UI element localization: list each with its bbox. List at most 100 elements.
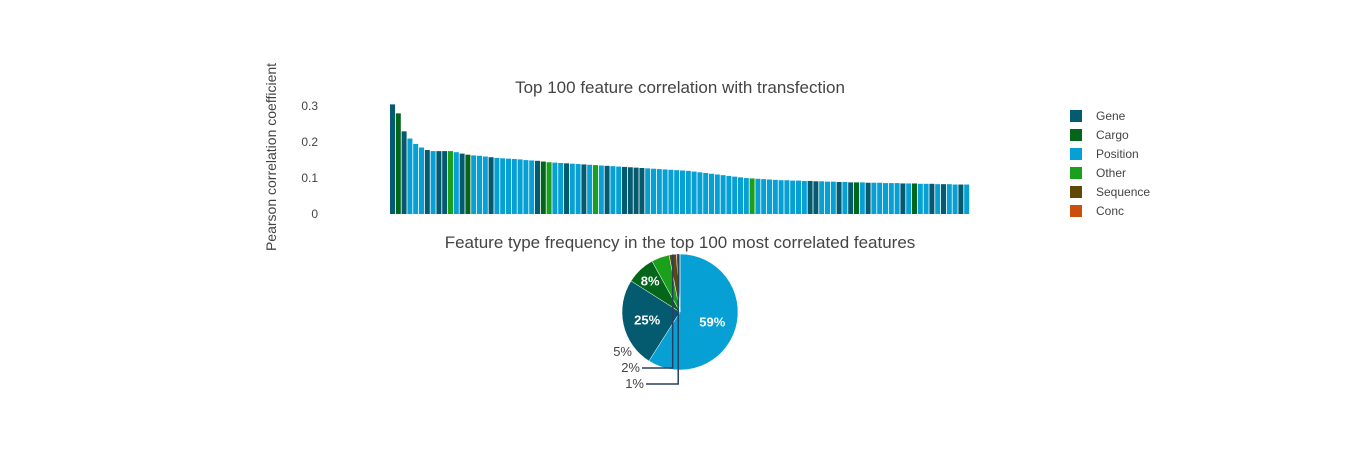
y-tick-label: 0.1 bbox=[301, 171, 318, 185]
bar bbox=[633, 167, 639, 214]
pie-label: 8% bbox=[641, 273, 660, 288]
bar bbox=[604, 165, 610, 214]
bar bbox=[645, 168, 651, 214]
bar bbox=[726, 175, 732, 214]
bar bbox=[680, 170, 685, 214]
pie-leader-line bbox=[646, 254, 679, 385]
bar bbox=[500, 158, 506, 214]
bar bbox=[442, 151, 448, 214]
bar bbox=[807, 180, 813, 214]
bar bbox=[854, 182, 859, 215]
bar bbox=[790, 180, 796, 214]
bar bbox=[674, 170, 680, 214]
bar bbox=[419, 147, 424, 214]
bar bbox=[883, 183, 888, 214]
bar bbox=[836, 182, 842, 214]
bar bbox=[761, 179, 767, 214]
bar bbox=[436, 151, 442, 214]
bar bbox=[720, 175, 726, 214]
legend-label: Sequence bbox=[1096, 184, 1151, 199]
legend-label: Cargo bbox=[1096, 127, 1129, 142]
bar bbox=[627, 167, 633, 214]
bar bbox=[517, 159, 523, 215]
bar bbox=[616, 166, 622, 214]
bar bbox=[390, 104, 395, 214]
pie-slice-position bbox=[648, 253, 739, 371]
pie-label: 25% bbox=[634, 312, 660, 327]
bar bbox=[668, 169, 674, 214]
legend-item-sequence[interactable]: Sequence bbox=[1070, 182, 1150, 201]
bar bbox=[842, 182, 848, 214]
legend-label: Conc bbox=[1096, 203, 1125, 218]
bar bbox=[703, 173, 709, 214]
bar bbox=[813, 181, 819, 214]
bar bbox=[587, 164, 593, 214]
bar bbox=[622, 166, 627, 214]
bar bbox=[738, 177, 743, 214]
y-axis-label: Pearson correlation coefficient bbox=[263, 63, 279, 251]
bar bbox=[593, 165, 598, 215]
legend-swatch bbox=[1070, 166, 1082, 179]
legend-item-gene[interactable]: Gene bbox=[1070, 106, 1150, 125]
bar bbox=[552, 162, 558, 214]
bar bbox=[598, 165, 604, 214]
bar bbox=[709, 173, 714, 214]
bar bbox=[732, 176, 738, 215]
pie-chart: 59% 25% 8% 5%2%1% bbox=[613, 253, 739, 391]
pie-chart-title: Feature type frequency in the top 100 mo… bbox=[445, 233, 916, 252]
bar bbox=[685, 170, 691, 215]
bar bbox=[912, 183, 917, 214]
bar bbox=[523, 160, 529, 214]
bar bbox=[894, 183, 900, 214]
bar bbox=[743, 178, 749, 214]
bar bbox=[906, 183, 912, 214]
pie-label: 5% bbox=[613, 344, 632, 359]
bar bbox=[755, 178, 761, 214]
bar bbox=[575, 164, 581, 214]
bar bbox=[691, 171, 697, 214]
legend-item-other[interactable]: Other bbox=[1070, 163, 1150, 182]
legend-swatch bbox=[1070, 185, 1082, 198]
bar bbox=[784, 180, 790, 214]
y-tick-label: 0.3 bbox=[301, 99, 318, 113]
bar bbox=[935, 184, 941, 214]
bar bbox=[958, 184, 964, 214]
bar bbox=[865, 182, 871, 214]
bar bbox=[917, 183, 923, 214]
legend-item-position[interactable]: Position bbox=[1070, 144, 1150, 163]
legend-item-cargo[interactable]: Cargo bbox=[1070, 125, 1150, 144]
bar bbox=[564, 163, 569, 214]
bar bbox=[772, 179, 778, 214]
bar bbox=[662, 169, 668, 214]
pie-leader-line bbox=[642, 254, 674, 369]
legend-swatch bbox=[1070, 109, 1082, 122]
pie-label: 59% bbox=[699, 314, 725, 329]
pie-label: 1% bbox=[625, 376, 644, 391]
bar bbox=[923, 183, 929, 214]
legend-swatch bbox=[1070, 204, 1082, 217]
legend-item-conc[interactable]: Conc bbox=[1070, 201, 1150, 220]
bar bbox=[801, 180, 807, 214]
bar bbox=[488, 157, 494, 214]
bar bbox=[395, 113, 401, 214]
bar bbox=[401, 131, 407, 214]
bar bbox=[511, 159, 517, 214]
bar bbox=[540, 161, 546, 214]
bar bbox=[946, 184, 952, 214]
bar bbox=[506, 158, 511, 214]
legend-swatch bbox=[1070, 147, 1082, 160]
bar bbox=[714, 174, 720, 214]
legend-label: Gene bbox=[1096, 108, 1126, 123]
bar bbox=[819, 181, 825, 214]
bar bbox=[825, 181, 830, 214]
bar bbox=[929, 183, 935, 214]
bar bbox=[941, 184, 946, 214]
bar bbox=[697, 172, 703, 214]
bar bbox=[471, 155, 477, 214]
bar bbox=[569, 163, 575, 214]
legend-label: Position bbox=[1096, 146, 1139, 161]
bar bbox=[494, 157, 500, 214]
bar bbox=[848, 182, 854, 215]
bar-series bbox=[390, 104, 970, 215]
